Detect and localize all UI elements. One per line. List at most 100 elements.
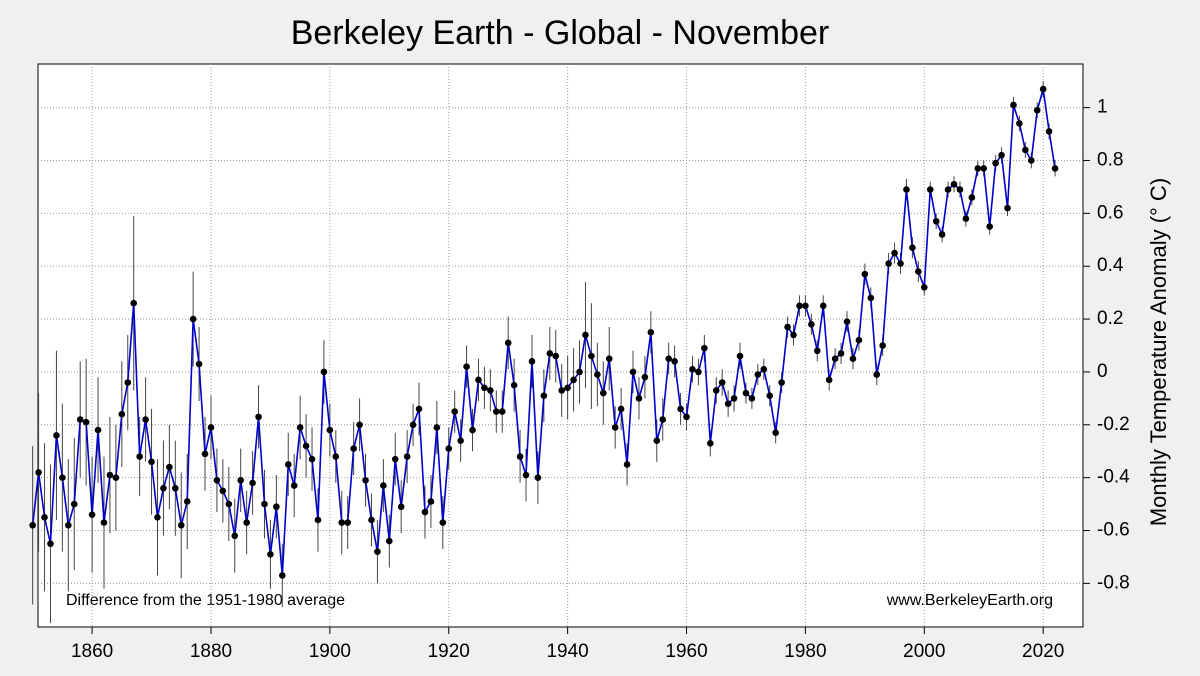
data-point xyxy=(813,347,821,355)
data-point xyxy=(944,186,952,193)
data-point xyxy=(386,537,393,545)
data-point xyxy=(576,368,583,376)
data-point xyxy=(760,365,768,373)
data-point xyxy=(451,408,458,415)
data-point xyxy=(873,371,881,378)
data-point xyxy=(344,519,351,526)
data-point xyxy=(469,426,476,434)
y-tick-label: -0.2 xyxy=(1097,414,1130,435)
data-point xyxy=(332,453,340,460)
x-tick-label: 1880 xyxy=(190,641,232,662)
data-point xyxy=(599,389,607,397)
data-point xyxy=(59,474,66,481)
data-point xyxy=(82,418,90,426)
data-point xyxy=(475,376,482,384)
data-point xyxy=(314,516,322,524)
data-point xyxy=(142,416,149,423)
data-point xyxy=(659,416,667,423)
data-point xyxy=(284,461,292,468)
y-tick-label: -0.6 xyxy=(1097,520,1130,541)
data-point xyxy=(730,395,738,402)
data-point xyxy=(136,453,143,460)
data-point xyxy=(594,371,601,378)
data-point xyxy=(308,455,316,463)
data-point xyxy=(938,231,946,238)
data-point xyxy=(772,429,779,437)
data-point xyxy=(498,408,506,415)
data-point xyxy=(439,519,447,526)
data-point xyxy=(1051,165,1059,172)
data-point xyxy=(397,503,405,511)
data-point xyxy=(1016,120,1023,127)
data-point xyxy=(629,368,637,376)
data-point xyxy=(950,180,958,188)
data-point xyxy=(879,342,886,349)
data-point xyxy=(855,336,863,344)
x-tick-label: 2000 xyxy=(903,641,945,662)
data-point xyxy=(457,437,464,444)
data-point xyxy=(70,500,78,508)
y-tick-label: 0.8 xyxy=(1097,149,1123,170)
data-point xyxy=(249,479,256,487)
data-point xyxy=(255,413,262,421)
data-point xyxy=(570,376,577,384)
data-point xyxy=(504,339,512,347)
data-point xyxy=(962,215,970,222)
data-point xyxy=(273,503,280,511)
data-point xyxy=(391,455,399,463)
data-point xyxy=(986,223,993,230)
data-point xyxy=(207,424,215,431)
data-point xyxy=(980,165,988,172)
data-point xyxy=(189,315,197,323)
data-point xyxy=(920,284,928,291)
data-point xyxy=(736,352,744,360)
data-point xyxy=(968,194,976,201)
data-point xyxy=(493,408,500,415)
data-point xyxy=(677,405,684,413)
data-point xyxy=(88,511,96,518)
data-point xyxy=(231,532,239,540)
plot-area xyxy=(37,63,1084,628)
y-tick-label: -0.4 xyxy=(1097,467,1130,488)
data-point xyxy=(885,260,892,267)
data-point xyxy=(623,461,631,468)
x-tick-label: 1920 xyxy=(428,641,470,662)
data-point xyxy=(362,477,369,484)
data-point xyxy=(445,445,453,452)
annotation: www.BerkeleyEarth.org xyxy=(886,592,1053,609)
data-point xyxy=(522,471,530,479)
data-point xyxy=(528,358,536,365)
data-point xyxy=(754,371,762,378)
data-point xyxy=(219,487,227,495)
data-point xyxy=(1033,106,1041,114)
data-point xyxy=(695,368,702,376)
data-point xyxy=(861,270,869,278)
x-tick-label: 1940 xyxy=(546,641,588,662)
data-point xyxy=(130,299,138,307)
data-point xyxy=(998,151,1005,159)
data-point xyxy=(665,355,672,363)
data-point xyxy=(415,405,423,413)
data-point xyxy=(546,350,554,357)
data-point xyxy=(790,331,797,339)
data-point xyxy=(35,469,42,476)
data-point xyxy=(849,355,857,363)
data-point xyxy=(974,165,982,172)
data-point xyxy=(409,421,417,429)
data-point xyxy=(380,482,387,489)
data-point xyxy=(837,350,845,357)
data-point xyxy=(1039,85,1047,93)
data-point xyxy=(481,384,488,392)
data-point xyxy=(611,424,619,431)
data-point xyxy=(154,514,161,521)
data-point xyxy=(825,376,833,384)
data-point xyxy=(356,421,363,429)
data-point xyxy=(326,426,334,434)
data-point xyxy=(213,477,221,484)
data-point xyxy=(701,344,708,352)
chart-title: Berkeley Earth - Global - November xyxy=(291,14,830,52)
data-point xyxy=(296,424,304,431)
data-point xyxy=(279,572,286,579)
data-point xyxy=(796,302,803,310)
data-point xyxy=(915,268,922,275)
